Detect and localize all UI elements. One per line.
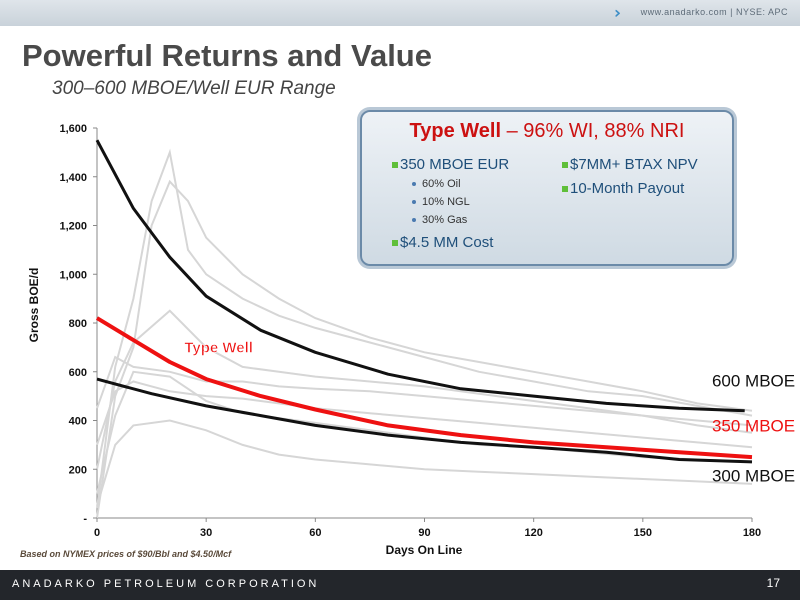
page-number: 17: [766, 576, 780, 590]
bullet-square-icon: [562, 186, 568, 193]
x-tick-label: 0: [94, 527, 100, 539]
background-well-line-6: [96, 309, 753, 470]
callout-title-rest: – 96% WI, 88% NRI: [501, 120, 685, 142]
type-curves-group: [95, 139, 753, 464]
bullet-dot-icon: [412, 218, 416, 223]
y-tick-label: 1,400: [59, 172, 87, 184]
type-well-callout: Type Well – 96% WI, 88% NRI 350 MBOE EUR…: [360, 110, 734, 266]
y-tick-label: -: [83, 513, 87, 525]
bullet-square-icon: [392, 162, 398, 169]
x-tick-label: 150: [634, 527, 652, 539]
callout-item-payout: 10-Month Payout: [562, 180, 684, 197]
background-well-line-3: [96, 355, 753, 427]
annotation-300-mboe: 300 MBOE: [712, 466, 795, 485]
callout-subitem-ngl: 10% NGL: [412, 196, 470, 208]
background-well-line-7: [96, 419, 753, 507]
header-links[interactable]: www.anadarko.com | NYSE: APC: [640, 7, 788, 17]
callout-item-eur-text: 350 MBOE EUR: [400, 156, 510, 173]
x-tick-label: 90: [418, 527, 430, 539]
background-wells-group: [96, 148, 753, 519]
y-tick-label: 800: [69, 318, 87, 330]
y-axis-title: Gross BOE/d: [27, 268, 41, 343]
y-tick-label: 1,600: [59, 123, 87, 135]
page-subtitle: 300–600 MBOE/Well EUR Range: [52, 78, 336, 99]
callout-item-npv: $7MM+ BTAX NPV: [562, 156, 698, 173]
background-well-line-5: [96, 370, 753, 494]
y-tick-label: 400: [69, 416, 87, 428]
callout-subitem-gas: 30% Gas: [412, 214, 467, 226]
bullet-dot-icon: [412, 182, 416, 187]
x-tick-label: 120: [524, 527, 542, 539]
x-tick-label: 180: [743, 527, 761, 539]
y-tick-label: 1,200: [59, 221, 87, 233]
callout-subitem-gas-text: 30% Gas: [422, 214, 468, 226]
series-line-300-mboe: [96, 377, 753, 464]
callout-item-cost-text: $4.5 MM Cost: [400, 234, 494, 251]
footer-bar: ANADARKO PETROLEUM CORPORATION 17: [0, 570, 800, 600]
series-line-600-mboe: [95, 139, 745, 413]
page-title: Powerful Returns and Value: [22, 38, 432, 73]
bullet-square-icon: [562, 162, 568, 169]
callout-subitem-oil: 60% Oil: [412, 178, 461, 190]
x-tick-label: 30: [200, 527, 212, 539]
background-well-line-4: [96, 380, 753, 449]
y-tick-label: 1,000: [59, 269, 87, 281]
y-tick-label: 200: [69, 464, 87, 476]
callout-item-payout-text: 10-Month Payout: [570, 180, 685, 197]
background-well-line-1: [96, 148, 753, 509]
y-tick-label: 600: [69, 367, 87, 379]
series-line-350-mboe: [95, 316, 753, 460]
annotations-group: Type Well 600 MBOE 350 MBOE 300 MBOE: [184, 339, 795, 485]
annotation-type-well: Type Well: [184, 339, 253, 356]
callout-title-bold: Type Well: [409, 120, 502, 142]
callout-subitem-oil-text: 60% Oil: [422, 178, 461, 190]
top-bar: ››› www.anadarko.com | NYSE: APC: [0, 0, 800, 26]
decline-curve-chart: - 200 400 600 800 1,000 1,200 1,400 1,600 0 30 60 90…: [27, 123, 795, 557]
bullet-dot-icon: [412, 200, 416, 205]
x-tick-label: 60: [309, 527, 321, 539]
callout-subitem-ngl-text: 10% NGL: [422, 196, 470, 208]
callout-item-eur: 350 MBOE EUR: [392, 156, 509, 173]
callout-item-npv-text: $7MM+ BTAX NPV: [570, 156, 698, 173]
footnote: Based on NYMEX prices of $90/Bbl and $4.…: [20, 549, 232, 559]
background-well-line-2: [96, 179, 753, 519]
annotation-350-mboe: 350 MBOE: [712, 416, 795, 435]
company-name: ANADARKO PETROLEUM CORPORATION: [12, 578, 320, 590]
axis-ticks-group: - 200 400 600 800 1,000 1,200 1,400 1,600 0 30 60 90…: [59, 123, 761, 539]
bullet-square-icon: [392, 240, 398, 247]
callout-item-cost: $4.5 MM Cost: [392, 234, 493, 251]
annotation-600-mboe: 600 MBOE: [712, 371, 795, 390]
callout-title: Type Well – 96% WI, 88% NRI: [362, 120, 732, 143]
x-axis-title: Days On Line: [386, 543, 463, 557]
